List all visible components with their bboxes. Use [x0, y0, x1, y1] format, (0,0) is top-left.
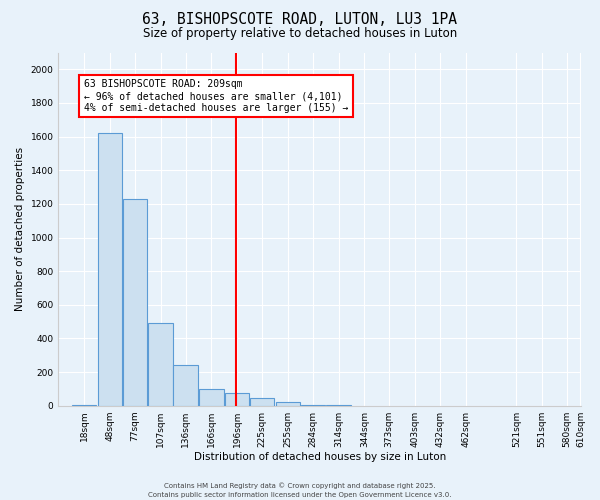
Text: Contains HM Land Registry data © Crown copyright and database right 2025.: Contains HM Land Registry data © Crown c…	[164, 482, 436, 489]
Y-axis label: Number of detached properties: Number of detached properties	[15, 147, 25, 311]
Bar	[250, 398, 274, 406]
Text: Contains public sector information licensed under the Open Government Licence v3: Contains public sector information licen…	[148, 492, 452, 498]
Bar	[98, 133, 122, 406]
Bar	[225, 393, 250, 406]
Bar	[199, 389, 224, 406]
Text: 63, BISHOPSCOTE ROAD, LUTON, LU3 1PA: 63, BISHOPSCOTE ROAD, LUTON, LU3 1PA	[143, 12, 458, 28]
Text: Size of property relative to detached houses in Luton: Size of property relative to detached ho…	[143, 28, 457, 40]
Bar	[275, 402, 300, 406]
Text: 63 BISHOPSCOTE ROAD: 209sqm
← 96% of detached houses are smaller (4,101)
4% of s: 63 BISHOPSCOTE ROAD: 209sqm ← 96% of det…	[84, 80, 349, 112]
Bar	[173, 366, 198, 406]
Bar	[301, 405, 325, 406]
Bar	[72, 405, 97, 406]
Bar	[148, 324, 173, 406]
X-axis label: Distribution of detached houses by size in Luton: Distribution of detached houses by size …	[194, 452, 446, 462]
Bar	[122, 199, 147, 406]
